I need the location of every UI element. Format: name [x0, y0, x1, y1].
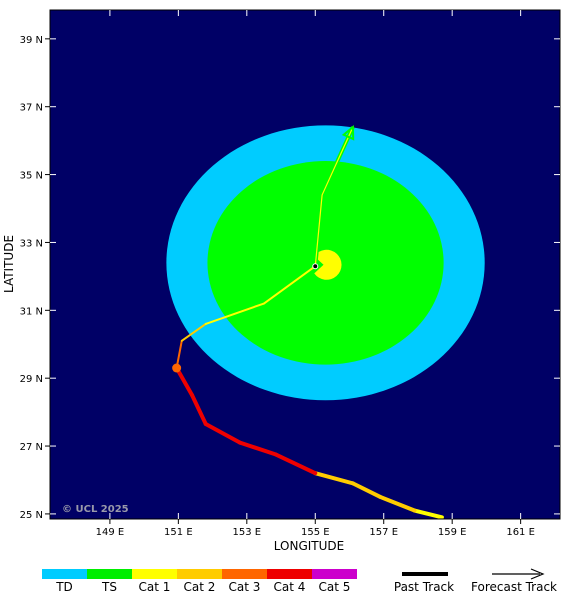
- legend-swatch-cat-3: [222, 569, 267, 579]
- past-track-segment: [378, 494, 417, 513]
- wind-field: [166, 125, 485, 401]
- legend-label-cat-2: Cat 2: [184, 580, 216, 594]
- past-track-segment: [350, 481, 383, 499]
- legend-swatch-cat-1: [132, 569, 177, 579]
- legend-swatch-cat-4: [267, 569, 312, 579]
- x-tick-label: 151 E: [164, 527, 193, 538]
- plot-frame: [49, 9, 561, 520]
- x-axis-title: LONGITUDE: [274, 539, 344, 553]
- forecast-arrowhead: [341, 124, 355, 141]
- forecast-track: [312, 124, 355, 270]
- y-axis-title: LATITUDE: [2, 235, 16, 293]
- past-track-segment: [190, 393, 208, 426]
- copyright-label: © UCL 2025: [62, 504, 129, 515]
- past-track-segment: [412, 508, 444, 520]
- track-point-marker: [172, 363, 182, 373]
- past-track-segment: [180, 322, 207, 342]
- y-tick-label: 37 N: [20, 103, 43, 114]
- y-tick-label: 39 N: [20, 35, 43, 46]
- axes: 149 E 151 E 153 E 155 E 157 E 159 E 161 E 39 N 3…: [20, 10, 560, 538]
- current-position-marker: [312, 263, 319, 270]
- legend-label-cat-1: Cat 1: [139, 580, 171, 594]
- x-tick-label: 149 E: [96, 527, 125, 538]
- legend-label-cat-4: Cat 4: [274, 580, 306, 594]
- x-tick-label: 157 E: [369, 527, 398, 538]
- x-tick-label: 153 E: [233, 527, 262, 538]
- past-track-segment: [237, 440, 278, 457]
- past-track-segment: [204, 302, 265, 325]
- forecast-track-centerline: [314, 126, 354, 267]
- past-track-segment: [273, 452, 318, 476]
- y-tick-label: 31 N: [20, 306, 43, 317]
- past-track-segment: [262, 265, 317, 305]
- forecast-track-legend-arrow: [530, 568, 545, 580]
- past-track-segment: [174, 365, 195, 398]
- storm-core-marker: [314, 249, 342, 280]
- past-track-segment: [175, 339, 183, 369]
- past-track-segment: [313, 471, 355, 486]
- x-tick-label: 159 E: [438, 527, 467, 538]
- y-tick-label: 27 N: [20, 442, 43, 453]
- legend-swatch-ts: [87, 569, 132, 579]
- legend-swatch-cat-5: [312, 569, 357, 579]
- past-track-legend-label: Past Track: [394, 580, 454, 594]
- y-tick-label: 29 N: [20, 374, 43, 385]
- legend-label-cat-3: Cat 3: [229, 580, 261, 594]
- x-tick-label: 161 E: [506, 527, 535, 538]
- legend-label-ts: TS: [101, 580, 117, 594]
- past-track: [174, 265, 444, 520]
- legend-label-cat-5: Cat 5: [319, 580, 351, 594]
- legend: TD TS Cat 1 Cat 2 Cat 3 Cat 4 Cat 5 Past Track F…: [42, 568, 557, 594]
- y-tick-label: 35 N: [20, 171, 43, 182]
- legend-label-td: TD: [55, 580, 73, 594]
- legend-swatch-cat-2: [177, 569, 222, 579]
- x-tick-label: 155 E: [301, 527, 330, 538]
- past-track-segment: [203, 421, 242, 445]
- legend-swatch-td: [42, 569, 87, 579]
- forecast-track-legend-label: Forecast Track: [471, 580, 557, 594]
- y-tick-label: 25 N: [20, 510, 43, 521]
- y-tick-label: 33 N: [20, 238, 43, 249]
